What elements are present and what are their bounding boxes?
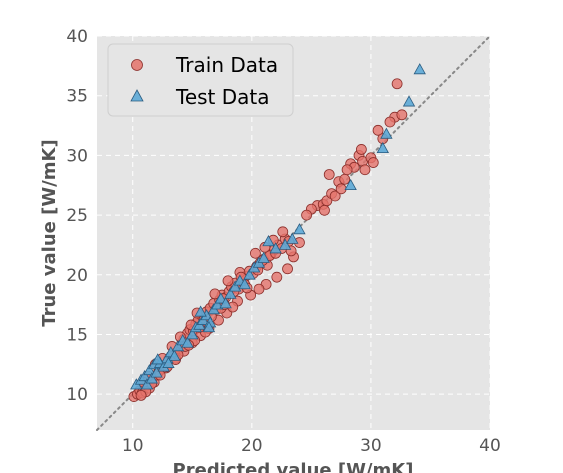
y-tick-label-25: 25 [66, 206, 88, 226]
test-point-5 [145, 372, 158, 384]
train-point-127 [301, 209, 313, 221]
test-point-41 [380, 127, 393, 139]
train-point-128 [277, 226, 289, 238]
x-tick-label-20: 20 [241, 436, 263, 456]
y-axis-label: True value [W/mK] [39, 139, 60, 326]
test-point-40 [376, 141, 389, 154]
test-point-13 [171, 340, 185, 352]
y-tick-label-35: 35 [66, 87, 88, 107]
train-point-55 [271, 271, 283, 283]
test-point-43 [413, 63, 426, 75]
train-point-125 [384, 116, 396, 128]
test-point-35 [269, 242, 282, 254]
test-point-42 [402, 95, 416, 107]
legend: Train Data Test Data [107, 43, 294, 117]
train-point-116 [355, 144, 367, 155]
legend-test-marker [130, 89, 144, 102]
x-tick-labels: 10 20 30 40 [122, 436, 501, 456]
test-point-33 [257, 251, 270, 263]
train-point-124 [391, 78, 403, 90]
train-point-120 [319, 204, 330, 216]
test-point-3 [140, 378, 154, 390]
test-point-38 [293, 223, 306, 235]
x-axis-label: Predicted value [W/mK] [173, 460, 414, 473]
test-point-15 [181, 336, 194, 348]
x-tick-label-40: 40 [479, 436, 501, 456]
test-point-24 [214, 292, 228, 304]
legend-test-label: Test Data [175, 85, 270, 109]
test-point-16 [186, 328, 199, 340]
train-point-80 [209, 288, 221, 300]
legend-box [107, 43, 294, 117]
test-point-47 [162, 356, 175, 368]
y-tick-label-10: 10 [66, 385, 88, 405]
test-point-34 [262, 235, 275, 247]
train-point-107 [339, 173, 351, 185]
train-point-83 [249, 247, 261, 259]
train-point-114 [372, 124, 384, 136]
train-point-121 [335, 183, 347, 195]
test-point-46 [151, 353, 164, 365]
x-tick-label-30: 30 [360, 436, 382, 456]
y-tick-label-30: 30 [66, 146, 88, 166]
test-point-12 [168, 349, 181, 361]
test-point-37 [286, 232, 299, 244]
test-point-27 [228, 280, 242, 292]
test-point-7 [150, 366, 163, 378]
test-point-26 [224, 287, 237, 299]
y-tick-label-40: 40 [66, 27, 88, 47]
train-point-54 [282, 263, 293, 275]
train-point-57 [253, 283, 265, 295]
y-tick-label-15: 15 [66, 325, 88, 345]
test-point-29 [238, 278, 251, 290]
test-point-4 [143, 363, 156, 376]
train-point-118 [323, 169, 335, 180]
y-tick-label-20: 20 [66, 266, 88, 286]
x-tick-label-10: 10 [122, 436, 144, 456]
data-points [128, 63, 426, 402]
train-point-112 [359, 164, 371, 176]
test-point-45 [202, 320, 216, 333]
test-point-36 [278, 238, 292, 250]
train-point-117 [341, 164, 353, 176]
train-point-105 [329, 190, 341, 202]
test-point-25 [219, 297, 232, 309]
legend-train-label: Train Data [175, 53, 278, 77]
test-point-39 [344, 178, 357, 191]
train-point-81 [222, 275, 234, 287]
train-point-71 [135, 389, 147, 401]
train-point-126 [367, 157, 379, 168]
test-point-44 [194, 305, 207, 317]
test-point-23 [211, 298, 224, 310]
test-point-2 [138, 369, 151, 382]
y-tick-labels: 10 15 20 25 30 35 40 [66, 27, 88, 405]
train-point-123 [396, 109, 408, 121]
legend-train-marker [131, 59, 143, 71]
test-point-30 [243, 268, 256, 280]
